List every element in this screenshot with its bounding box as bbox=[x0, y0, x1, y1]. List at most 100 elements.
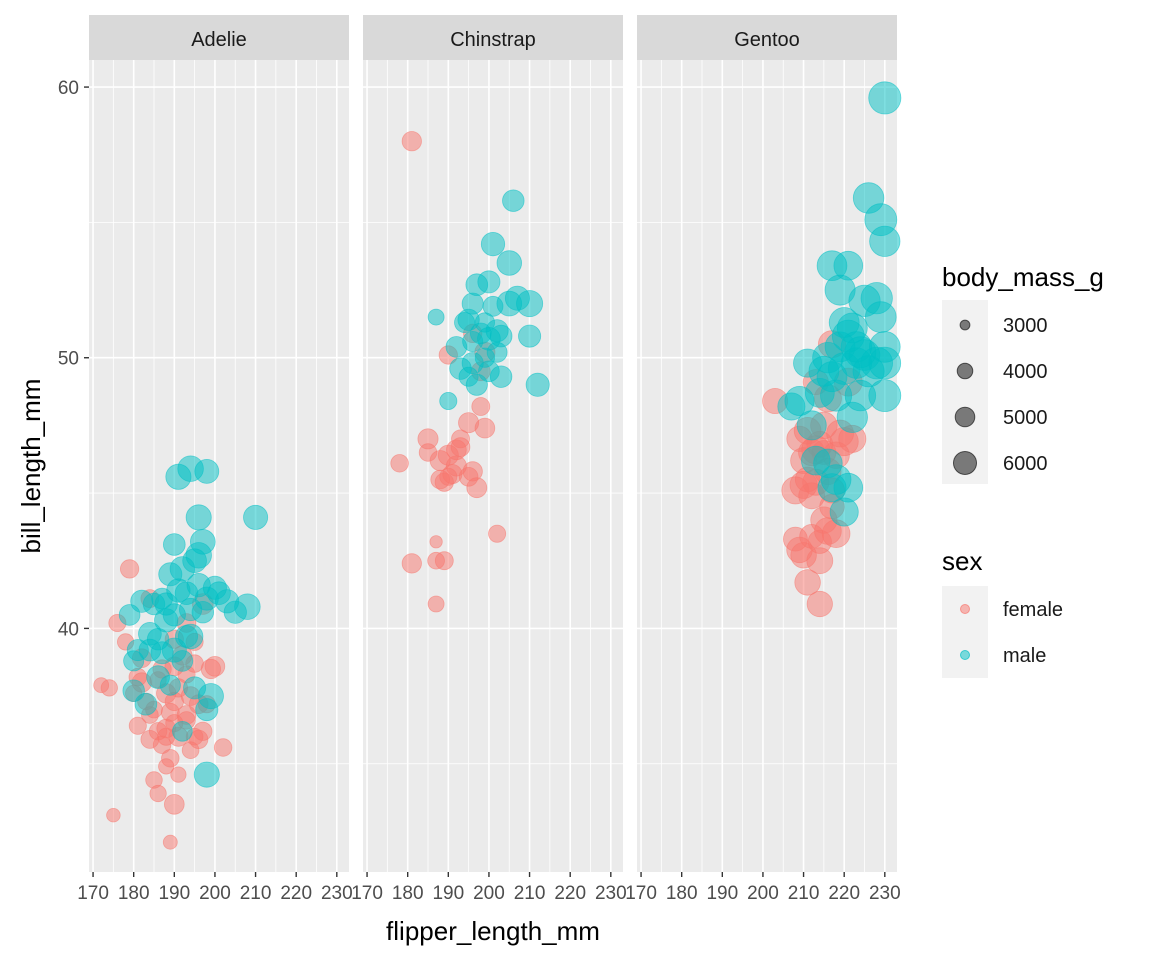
x-tick-label: 210 bbox=[788, 883, 820, 904]
data-point-male bbox=[796, 410, 827, 441]
panel-gentoo: Gentoo bbox=[637, 15, 902, 872]
data-point-male bbox=[159, 674, 181, 696]
legend-size-key bbox=[952, 450, 978, 476]
legend-size-label: 4000 bbox=[1003, 361, 1048, 383]
points-chinstrap bbox=[390, 131, 550, 613]
facet-strip bbox=[637, 15, 897, 60]
panel-adelie: Adelie bbox=[89, 15, 349, 872]
data-point-female bbox=[450, 437, 471, 457]
data-point-female bbox=[401, 553, 422, 574]
data-point-male bbox=[525, 372, 550, 397]
data-point-female bbox=[417, 428, 439, 450]
data-point-male bbox=[868, 81, 902, 115]
data-point-male bbox=[185, 504, 212, 531]
panel-chinstrap: Chinstrap bbox=[363, 15, 623, 872]
data-point-female bbox=[149, 784, 167, 803]
legend-color-label: male bbox=[1003, 645, 1046, 667]
data-point-male bbox=[829, 497, 859, 527]
data-point-female bbox=[488, 524, 507, 543]
facet-strip-label: Gentoo bbox=[734, 29, 800, 51]
x-tick-label: 220 bbox=[828, 883, 860, 904]
x-tick-label: 180 bbox=[118, 883, 150, 904]
points-gentoo bbox=[762, 81, 902, 618]
data-point-male bbox=[461, 292, 484, 315]
data-point-female bbox=[128, 716, 147, 735]
data-point-male bbox=[193, 761, 220, 788]
data-point-male bbox=[461, 352, 484, 375]
x-tick-label: 170 bbox=[77, 883, 109, 904]
data-point-female bbox=[213, 738, 233, 757]
x-tick-label: 200 bbox=[747, 883, 779, 904]
data-point-male bbox=[243, 504, 269, 530]
data-point-female bbox=[429, 535, 443, 549]
data-point-male bbox=[138, 638, 162, 662]
data-point-male bbox=[190, 528, 216, 555]
data-point-female bbox=[120, 559, 140, 579]
facet-strip bbox=[89, 15, 349, 60]
data-point-male bbox=[817, 473, 847, 503]
y-axis: 40 50 60 bbox=[58, 78, 89, 640]
legend-color-title: sex bbox=[942, 546, 982, 576]
data-point-male bbox=[518, 324, 542, 348]
data-point-female bbox=[162, 834, 178, 850]
data-point-male bbox=[427, 308, 445, 326]
legend-color-key-female bbox=[960, 604, 970, 614]
data-point-female bbox=[390, 454, 409, 473]
x-axis-title: flipper_length_mm bbox=[386, 916, 600, 946]
data-point-female bbox=[806, 590, 833, 618]
data-point-male bbox=[516, 290, 544, 318]
data-point-male bbox=[171, 650, 194, 672]
data-point-female bbox=[204, 655, 226, 677]
panel-background bbox=[637, 60, 897, 872]
legend-size-key bbox=[959, 319, 971, 331]
facet-strip-label: Chinstrap bbox=[450, 29, 536, 51]
legend-body-mass: body_mass_g 3000 4000 5000 6000 bbox=[942, 262, 1104, 484]
x-tick-label: 190 bbox=[706, 883, 738, 904]
x-tick-label: 170 bbox=[351, 883, 383, 904]
data-point-female bbox=[170, 766, 187, 783]
points-adelie bbox=[93, 455, 269, 850]
data-point-female bbox=[474, 417, 496, 439]
data-point-male bbox=[502, 189, 525, 212]
x-tick-label: 180 bbox=[666, 883, 698, 904]
data-point-female bbox=[427, 595, 445, 613]
legend-size-label: 6000 bbox=[1003, 453, 1048, 475]
legend-color-label: female bbox=[1003, 599, 1063, 621]
panel-background bbox=[89, 60, 349, 872]
legend-sex: sex female male bbox=[942, 546, 1063, 678]
data-point-female bbox=[806, 547, 834, 575]
data-point-female bbox=[100, 679, 118, 697]
x-tick-label: 200 bbox=[199, 883, 231, 904]
x-tick-label: 230 bbox=[595, 883, 627, 904]
legend-size-key bbox=[954, 406, 976, 428]
data-point-female bbox=[794, 569, 821, 596]
data-point-male bbox=[868, 331, 901, 363]
data-point-female bbox=[164, 793, 185, 815]
x-tick-label: 210 bbox=[240, 883, 272, 904]
data-point-male bbox=[134, 692, 158, 716]
x-tick-label: 190 bbox=[432, 883, 464, 904]
data-point-male bbox=[194, 458, 220, 484]
x-tick-label: 190 bbox=[158, 883, 190, 904]
data-point-male bbox=[477, 270, 501, 294]
facet-strip-label: Adelie bbox=[191, 29, 247, 51]
data-point-male bbox=[489, 365, 513, 388]
data-point-female bbox=[466, 477, 488, 499]
data-point-male bbox=[234, 593, 261, 620]
data-point-male bbox=[869, 225, 901, 257]
x-tick-label: 230 bbox=[869, 883, 901, 904]
data-point-female bbox=[106, 808, 121, 823]
data-point-male bbox=[477, 326, 501, 351]
facet-strip bbox=[363, 15, 623, 60]
data-point-female bbox=[434, 551, 454, 571]
x-tick-label: 180 bbox=[392, 883, 424, 904]
x-tick-label: 170 bbox=[625, 883, 657, 904]
y-tick-label: 60 bbox=[58, 78, 79, 99]
data-point-male bbox=[496, 250, 523, 276]
data-point-male bbox=[868, 379, 902, 413]
data-point-male bbox=[439, 391, 458, 410]
legend-size-label: 3000 bbox=[1003, 315, 1048, 337]
data-point-male bbox=[163, 533, 186, 556]
data-point-male bbox=[172, 720, 193, 742]
